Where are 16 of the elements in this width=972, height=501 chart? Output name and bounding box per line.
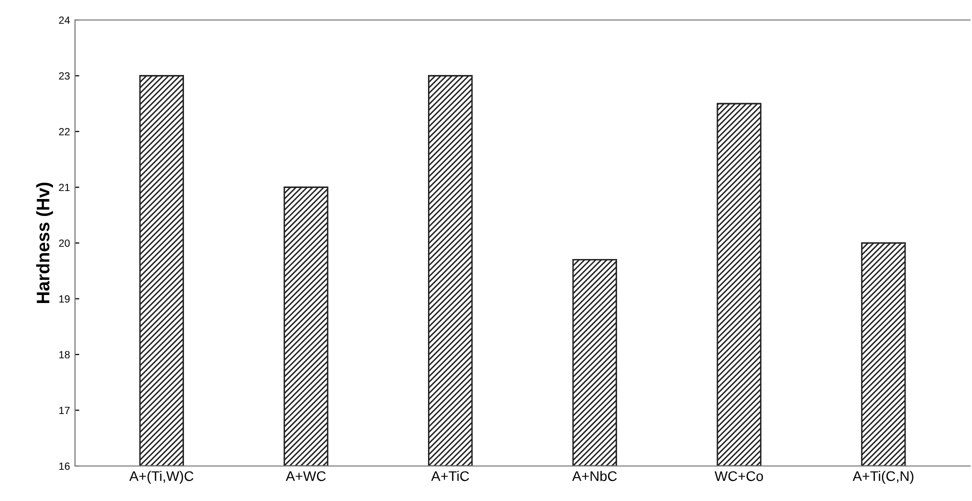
y-tick-label: 18 <box>59 351 70 358</box>
y-tick-label: 23 <box>59 72 70 80</box>
y-tick-label: 22 <box>59 128 70 136</box>
y-axis-title: Hardness (Hv) <box>36 182 53 303</box>
y-tick-label: 24 <box>59 16 70 24</box>
x-tick-label: A+NbC <box>572 470 617 482</box>
y-tick-label: 21 <box>59 184 70 192</box>
y-tick-label: 17 <box>59 406 70 414</box>
x-tick-label: A+TiC <box>431 470 470 482</box>
x-tick-label: A+Ti(C,N) <box>852 470 914 484</box>
y-tick-label: 19 <box>59 295 70 303</box>
y-tick-label: 16 <box>59 462 70 470</box>
y-tick-label: 20 <box>59 240 70 247</box>
x-tick-label: A+WC <box>286 471 326 482</box>
x-tick-label: A+(Ti,W)C <box>129 470 194 484</box>
x-tick-label: WC+Co <box>714 471 763 482</box>
